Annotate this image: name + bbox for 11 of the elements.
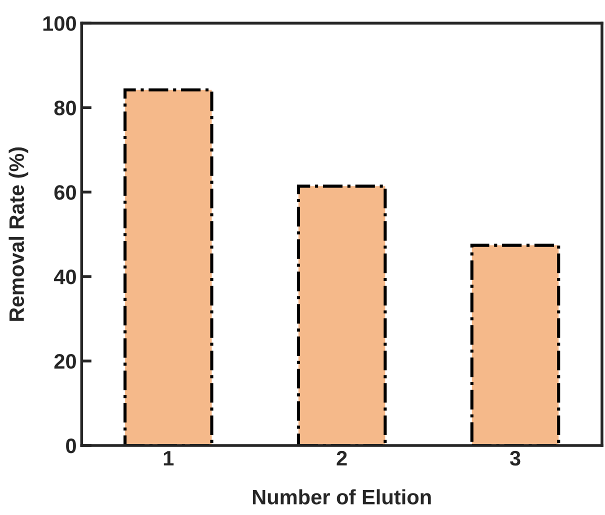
y-axis-title: Removal Rate (%): [8, 147, 28, 321]
y-tick-label: 20: [54, 354, 76, 369]
y-tick-label: 100: [43, 16, 76, 31]
x-tick-label: 1: [164, 451, 174, 466]
y-tick-label: 0: [66, 438, 76, 454]
x-tick-label: 2: [336, 450, 347, 466]
y-tick-label: 40: [54, 270, 76, 284]
x-axis-title: Number of Elution: [252, 489, 431, 505]
x-tick-label: 3: [510, 450, 520, 466]
y-tick-label: 60: [54, 185, 76, 200]
y-tick-label: 80: [54, 100, 76, 116]
